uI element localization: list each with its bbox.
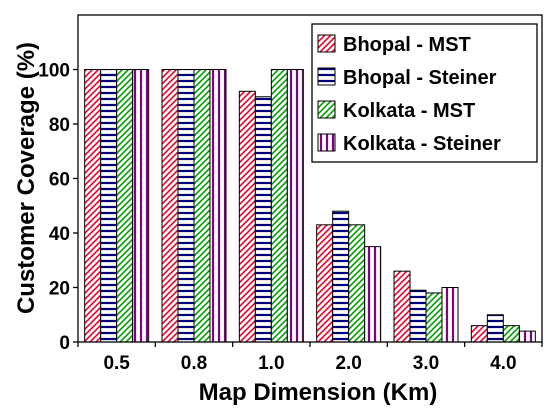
bar-kolkata-steiner-4-0 [518,330,536,343]
x-tick-label: 2.0 [335,353,361,374]
x-axis: 0.5 0.8 1.0 2.0 3.0 4.0 [77,342,543,374]
bar-kolkata-steiner-1-0 [286,69,304,343]
y-axis-title: Customer Coverage (%) [13,42,40,314]
bar-kolkata-mst-1-0 [270,69,288,343]
legend-box [311,23,538,163]
bar-bhopal-steiner-0-5 [100,69,118,343]
y-axis: 0 20 40 60 80 100 [38,61,78,354]
bar-bhopal-steiner-4-0 [486,314,504,343]
legend-label-kolkata-steiner: Kolkata - Steiner [343,133,501,155]
bar-kolkata-mst-4-0 [502,325,520,343]
bar-bhopal-mst-4-0 [470,325,488,343]
y-tick-label: 0 [59,333,70,354]
y-tick-label: 40 [49,224,70,245]
bars-layer [84,69,536,343]
legend-label-bhopal-steiner: Bhopal - Steiner [343,67,497,89]
bar-kolkata-mst-0-8 [193,69,211,343]
x-tick-label: 3.0 [413,353,439,374]
bar-bhopal-mst-0-5 [84,69,102,343]
bar-bhopal-mst-1-0 [238,90,256,343]
x-tick-label: 4.0 [490,353,516,374]
bar-kolkata-steiner-0-5 [132,69,150,343]
bar-bhopal-steiner-2-0 [332,210,350,343]
bar-kolkata-mst-0-5 [116,69,134,343]
x-tick-label: 0.8 [181,353,207,374]
bar-bhopal-steiner-0-8 [177,69,195,343]
bar-bhopal-mst-3-0 [393,270,411,343]
bar-kolkata-steiner-2-0 [364,246,382,343]
legend-swatch-kolkata-steiner [317,133,336,152]
bar-kolkata-steiner-3-0 [441,287,459,343]
bar-bhopal-steiner-1-0 [254,96,272,343]
legend-label-bhopal-mst: Bhopal - MST [343,34,471,56]
legend-label-kolkata-mst: Kolkata - MST [343,100,475,122]
x-tick-label: 1.0 [258,353,284,374]
legend-swatch-bhopal-mst [317,34,336,53]
bar-kolkata-steiner-0-8 [209,69,227,343]
y-tick-label: 20 [49,279,70,300]
bar-bhopal-mst-0-8 [161,69,179,343]
legend: Bhopal - MST Bhopal - Steiner Kolkata - MS… [311,23,538,163]
legend-swatch-bhopal-steiner [317,67,336,86]
y-tick-label: 100 [38,61,70,82]
bar-kolkata-mst-2-0 [348,224,366,343]
y-tick-label: 80 [49,115,70,136]
y-tick-label: 60 [49,170,70,191]
bar-bhopal-steiner-3-0 [409,289,427,343]
x-tick-label: 0.5 [103,353,130,374]
x-axis-title: Map Dimension (Km) [199,379,438,406]
legend-swatch-kolkata-mst [317,100,336,119]
bar-bhopal-mst-2-0 [316,224,334,343]
bar-kolkata-mst-3-0 [425,292,443,343]
